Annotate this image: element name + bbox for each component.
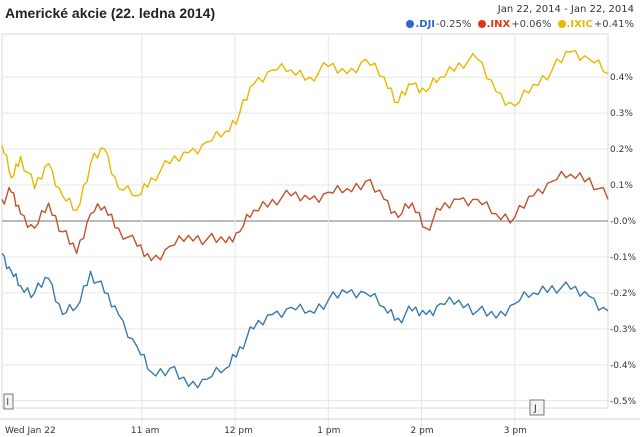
y-tick-label: -0.0% xyxy=(610,217,637,227)
legend-item-inx[interactable]: .INX+0.06% xyxy=(477,19,552,30)
legend-dot-icon xyxy=(477,20,486,28)
y-tick-label: 0.1% xyxy=(610,181,633,191)
y-tick-label: -0.2% xyxy=(610,289,637,299)
y-axis-ticks: 0.4% 0.3% 0.2% 0.1% -0.0% -0.1% -0.2% -0.3% -0.4… xyxy=(610,73,637,407)
series-line-ixic[interactable] xyxy=(1,49,609,211)
y-tick-label: -0.4% xyxy=(610,361,637,371)
series-line-inx[interactable] xyxy=(1,170,609,262)
y-tick-label: -0.5% xyxy=(610,397,637,407)
x-tick-label: Wed Jan 22 xyxy=(5,426,56,436)
legend-item-dji[interactable]: .DJI-0.25% xyxy=(406,19,471,30)
x-tick-label: 1 pm xyxy=(317,426,340,436)
x-tick-label: 12 pm xyxy=(224,426,253,436)
y-tick-label: -0.3% xyxy=(610,325,637,335)
x-axis-ticks: Wed Jan 22 11 am 12 pm 1 pm 2 pm 3 pm xyxy=(0,418,640,436)
range-handle-left[interactable]: l xyxy=(3,393,14,410)
range-handle-right[interactable]: J xyxy=(529,399,545,416)
legend-symbol[interactable]: .DJI xyxy=(415,19,436,30)
legend-change: +0.41% xyxy=(593,19,634,30)
legend-symbol[interactable]: .IXIC xyxy=(566,19,593,30)
grid-lines xyxy=(1,33,609,436)
range-handle-right-label: J xyxy=(533,404,537,414)
date-range[interactable]: Jan 22, 2014 - Jan 22, 2014 xyxy=(498,4,634,15)
y-tick-label: 0.4% xyxy=(610,73,633,83)
date-range-start[interactable]: Jan 22, 2014 xyxy=(497,4,561,15)
legend-item-ixic[interactable]: .IXIC+0.41% xyxy=(557,19,634,30)
legend-change: +0.06% xyxy=(511,19,552,30)
y-tick-label: -0.1% xyxy=(610,253,637,263)
legend-dot-icon xyxy=(557,20,566,28)
x-tick-label: 2 pm xyxy=(411,426,434,436)
series-layer xyxy=(1,49,609,389)
legend: .DJI-0.25% .INX+0.06% .IXIC+0.41% xyxy=(403,19,634,30)
series-line-dji[interactable] xyxy=(1,252,609,389)
y-tick-label: 0.2% xyxy=(610,145,633,155)
x-tick-label: 11 am xyxy=(131,426,160,436)
range-handle-left-box[interactable] xyxy=(3,393,14,410)
y-tick-label: 0.3% xyxy=(610,109,633,119)
x-tick-label: 3 pm xyxy=(504,426,527,436)
date-range-separator: - xyxy=(564,4,568,15)
range-handle-right-box[interactable] xyxy=(529,399,545,416)
chart-title: Americké akcie (22. ledna 2014) xyxy=(5,5,216,21)
legend-dot-icon xyxy=(406,20,415,28)
range-handle-left-label: l xyxy=(7,398,10,408)
legend-symbol[interactable]: .INX xyxy=(486,19,511,30)
date-range-end[interactable]: Jan 22, 2014 xyxy=(570,4,634,15)
legend-change: -0.25% xyxy=(436,19,472,30)
